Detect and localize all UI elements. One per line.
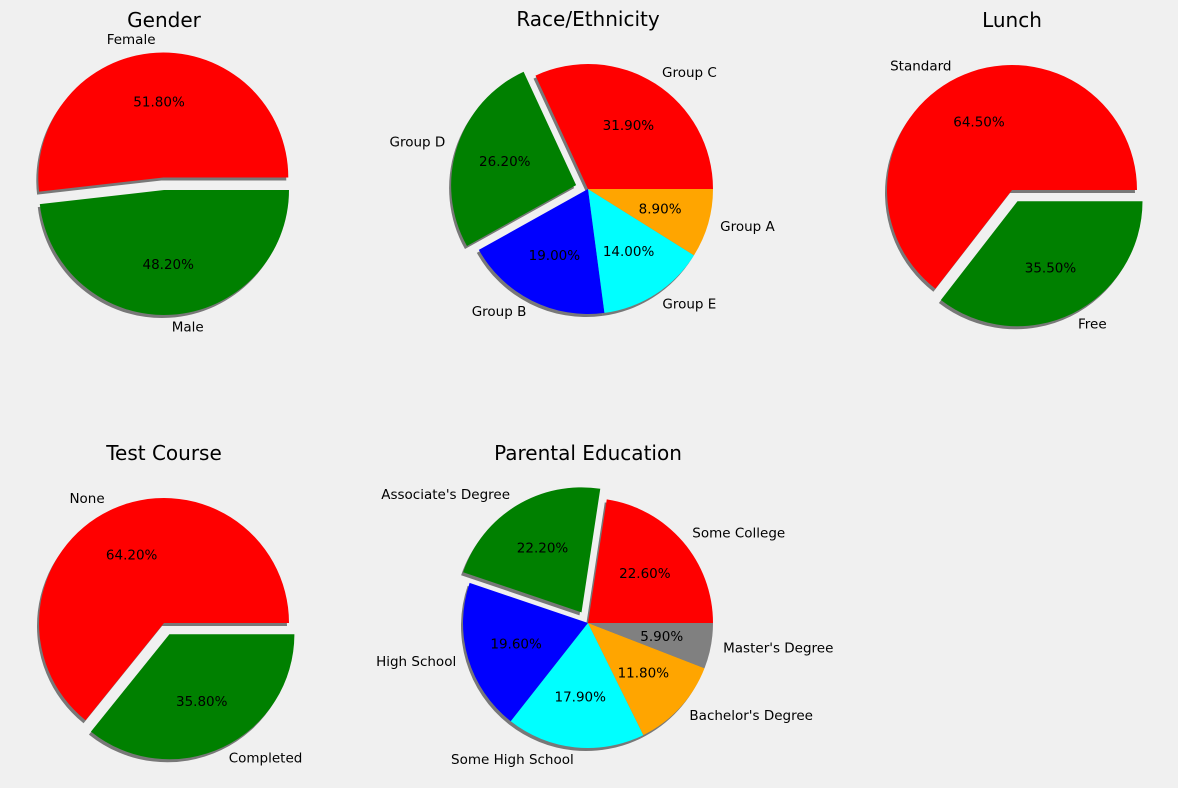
slice-label-some-college: Some College: [692, 525, 785, 541]
pie-slice-high-school: [463, 582, 588, 722]
pie-slice-completed: [90, 634, 295, 760]
slice-percent-some-college: 22.60%: [619, 566, 671, 582]
slice-percent-group-d: 26.20%: [479, 154, 531, 170]
pie-slice-group-a: [588, 189, 713, 256]
pie-slice-group-c: [535, 63, 713, 189]
slice-percent-master-s-degree: 5.90%: [640, 629, 683, 645]
pie-chart-test-course: Test Course None 64.20% Completed 35.80%: [37, 441, 302, 766]
slice-percent-none: 64.20%: [106, 547, 158, 563]
slice-percent-standard: 64.50%: [953, 115, 1005, 131]
pie-slice-group-b: [478, 189, 605, 314]
pie-slice-group-e: [588, 189, 694, 313]
slice-percent-some-high-school: 17.90%: [554, 690, 606, 706]
slice-percent-high-school: 19.60%: [490, 636, 542, 652]
pie-slice-some-college: [588, 499, 713, 623]
chart-title: Lunch: [982, 8, 1042, 32]
chart-title: Race/Ethnicity: [516, 7, 660, 31]
slice-percent-bachelor-s-degree: 11.80%: [618, 666, 670, 682]
slice-label-high-school: High School: [376, 654, 456, 670]
pie-chart-parental-education: Parental Education Some College 22.60% Asso…: [376, 441, 833, 768]
slice-percent-group-b: 19.00%: [529, 248, 581, 264]
pie-slice-bachelor-s-degree: [588, 623, 705, 736]
slice-percent-female: 51.80%: [133, 95, 185, 111]
slice-label-some-high-school: Some High School: [451, 752, 574, 768]
slice-label-group-b: Group B: [472, 304, 527, 320]
slice-label-free: Free: [1078, 317, 1107, 333]
chart-title: Gender: [127, 8, 201, 32]
slice-label-bachelor-s-degree: Bachelor's Degree: [689, 708, 813, 724]
slice-label-none: None: [69, 491, 104, 507]
pie-slice-male: [39, 190, 290, 315]
pie-slice-some-high-school: [510, 623, 644, 749]
slice-label-group-d: Group D: [390, 135, 446, 151]
pie-slice-associate-s-degree: [463, 487, 601, 613]
slice-percent-male: 48.20%: [142, 257, 194, 273]
slice-label-completed: Completed: [229, 750, 303, 766]
slice-percent-group-c: 31.90%: [603, 118, 655, 134]
slice-label-associate-s-degree: Associate's Degree: [381, 487, 510, 503]
slice-label-master-s-degree: Master's Degree: [723, 640, 833, 656]
slice-label-group-e: Group E: [662, 297, 716, 313]
pie-chart-race-ethnicity: Race/Ethnicity Group C 31.90% Group D 26.20%…: [390, 7, 776, 320]
pie-slice-none: [39, 498, 290, 721]
slice-label-standard: Standard: [890, 59, 951, 75]
slice-label-male: Male: [172, 319, 204, 335]
slice-label-female: Female: [107, 32, 156, 48]
slice-label-group-a: Group A: [720, 219, 775, 235]
chart-title: Test Course: [105, 441, 222, 465]
pie-slice-master-s-degree: [588, 623, 713, 669]
pie-slice-group-d: [451, 71, 577, 247]
pie-slice-standard: [887, 65, 1137, 289]
pie-slice-free: [940, 201, 1143, 327]
slice-label-group-c: Group C: [662, 65, 717, 81]
pie-chart-lunch: Lunch Standard 64.50% Free 35.50%: [885, 8, 1143, 333]
pie-slice-female: [38, 52, 289, 192]
slice-percent-group-a: 8.90%: [639, 202, 682, 218]
slice-percent-group-e: 14.00%: [603, 244, 655, 260]
slice-percent-free: 35.50%: [1025, 261, 1077, 277]
chart-title: Parental Education: [494, 441, 682, 465]
slice-percent-completed: 35.80%: [176, 694, 228, 710]
slice-percent-associate-s-degree: 22.20%: [517, 540, 569, 556]
